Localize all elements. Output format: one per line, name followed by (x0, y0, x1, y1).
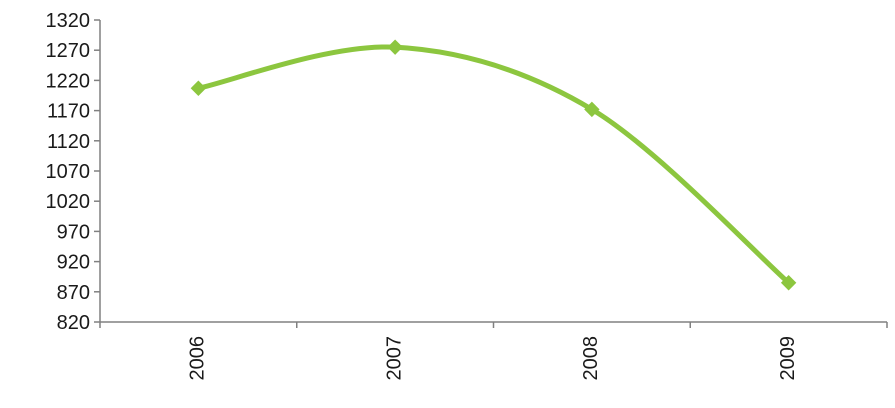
y-tick-label: 1170 (47, 101, 90, 123)
y-tick-label: 820 (57, 312, 90, 334)
y-tick-label: 1220 (46, 70, 91, 92)
y-tick-label: 1120 (47, 131, 90, 153)
data-point-marker (387, 39, 403, 55)
x-tick-label: 2007 (383, 336, 405, 381)
y-tick-label: 970 (57, 221, 90, 243)
y-tick-label: 870 (57, 282, 90, 304)
data-point-marker (190, 80, 207, 96)
data-point-marker (584, 101, 600, 118)
x-tick-label: 2008 (580, 336, 602, 381)
x-axis: 2006 2007 2008 2009 (99, 321, 888, 381)
y-tick-label: 1320 (46, 10, 91, 32)
data-point-marker (780, 275, 797, 291)
y-tick-label: 1070 (46, 161, 91, 183)
y-tick-label: 1270 (46, 40, 91, 62)
x-tick-label: 2006 (187, 336, 209, 381)
series-line (195, 44, 792, 286)
series-group (190, 39, 797, 291)
y-axis: 820 870 920 970 1020 1070 1120 1170 1220 1270 1320 (46, 10, 101, 334)
y-tick-label: 1020 (46, 191, 91, 213)
x-tick-label: 2009 (777, 336, 799, 381)
y-tick-label: 920 (57, 252, 90, 274)
